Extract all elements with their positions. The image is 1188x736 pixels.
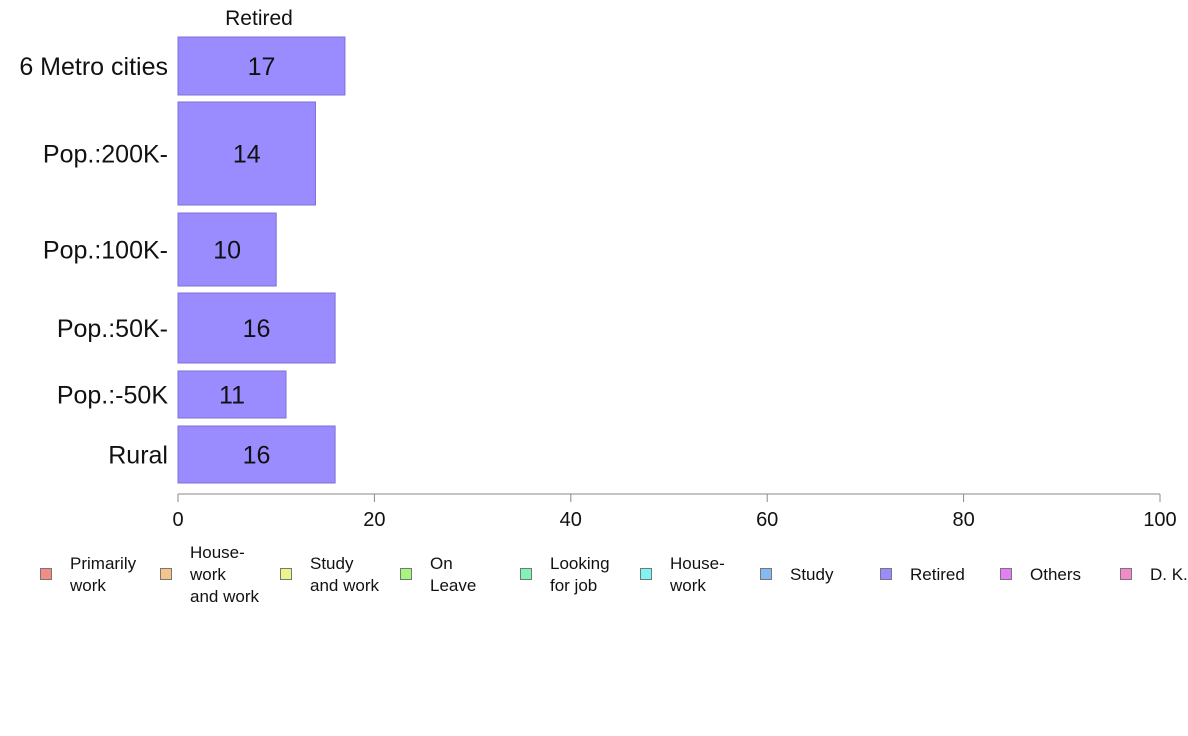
legend-swatch — [160, 568, 172, 580]
chart-title: Retired — [225, 7, 293, 30]
category-label: Pop.:200K- — [43, 141, 168, 169]
legend-label: Study — [790, 565, 834, 584]
x-tick-label: 0 — [172, 509, 183, 531]
legend-swatch — [520, 568, 532, 580]
legend-swatch — [40, 568, 52, 580]
legend-label: Others — [1030, 565, 1082, 584]
legend-swatch — [880, 568, 892, 580]
bar-5 — [177, 425, 336, 484]
legend: Primarily work House- work and work Study … — [0, 540, 1188, 620]
x-tick-label: 40 — [560, 509, 582, 531]
category-label: Rural — [108, 442, 168, 470]
value-label: 11 — [219, 382, 245, 410]
bar-4 — [177, 370, 287, 419]
legend-label: Study and work — [310, 554, 379, 595]
legend-swatch — [1120, 568, 1132, 580]
value-label: 14 — [233, 141, 261, 169]
bar-0 — [177, 36, 346, 96]
bars-group — [177, 36, 346, 484]
category-label: Pop.:-50K — [57, 382, 169, 410]
x-tick-label: 60 — [756, 509, 778, 531]
legend-label: Primarily work — [70, 554, 137, 595]
category-labels: 6 Metro cities Pop.:200K- Pop.:100K- Pop.:5… — [19, 53, 168, 470]
legend-swatch — [280, 568, 292, 580]
legend-label: House- work and work — [190, 543, 259, 606]
category-label: Pop.:100K- — [43, 237, 168, 265]
value-label: 17 — [248, 53, 276, 81]
legend-label: Retired — [910, 565, 965, 584]
bar-1 — [177, 101, 316, 206]
x-axis-ticks: 0 20 40 60 80 100 — [172, 494, 1177, 531]
legend-swatch — [760, 568, 772, 580]
legend-swatch — [400, 568, 412, 580]
legend-label: Looking for job — [550, 554, 610, 595]
value-label: 16 — [243, 315, 271, 343]
legend-swatch — [1000, 568, 1012, 580]
legend-label: On Leave — [430, 554, 477, 595]
x-tick-label: 20 — [363, 509, 385, 531]
bar-2 — [177, 212, 277, 287]
legend-label: House- work — [670, 554, 725, 595]
x-tick-label: 100 — [1143, 509, 1176, 531]
bar-3 — [177, 292, 336, 364]
value-label: 16 — [243, 442, 271, 470]
category-label: 6 Metro cities — [19, 53, 168, 81]
value-label: 10 — [213, 237, 241, 265]
legend-label: D. K. — [1150, 565, 1188, 584]
legend-swatch — [640, 568, 652, 580]
category-label: Pop.:50K- — [57, 315, 168, 343]
bar-chart: Retired 6 Metro cities Pop.:200K- Pop.:100… — [19, 7, 1177, 531]
value-labels: 17 14 10 16 11 16 — [213, 53, 275, 470]
x-tick-label: 80 — [952, 509, 974, 531]
